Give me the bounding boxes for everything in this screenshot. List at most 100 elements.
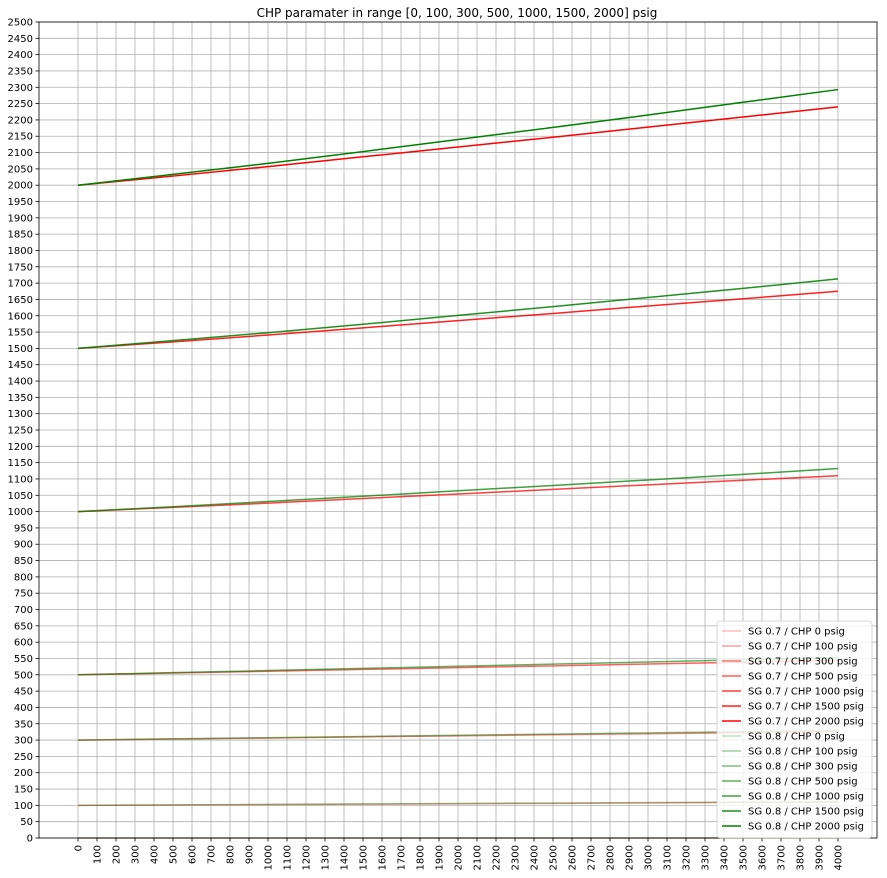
y-tick-label: 1350 [8, 393, 33, 404]
series-line-10 [77, 656, 839, 676]
x-tick-label: 1900 [435, 845, 446, 870]
y-tick-label: 50 [20, 817, 33, 828]
y-tick-label: 1000 [8, 507, 33, 518]
y-tick-label: 300 [14, 736, 33, 747]
x-tick-label: 600 [188, 845, 199, 864]
legend-label: SG 0.8 / CHP 100 psig [748, 747, 858, 758]
series-line-13 [77, 88, 839, 186]
y-tick-label: 0 [27, 834, 33, 845]
x-tick-label: 2200 [492, 845, 503, 870]
y-tick-label: 1400 [8, 377, 33, 388]
x-tick-label: 1100 [283, 845, 294, 870]
x-tick-label: 900 [245, 845, 256, 864]
series-line-12 [77, 278, 839, 350]
series-line-1 [77, 801, 839, 807]
y-tick-label: 1500 [8, 344, 33, 355]
x-tick-label: 800 [226, 845, 237, 864]
x-tick-label: 4000 [834, 845, 845, 870]
legend-box [716, 620, 873, 839]
y-tick-label: 1300 [8, 409, 33, 420]
y-tick-label: 850 [14, 556, 33, 567]
y-tick-label: 800 [14, 572, 33, 583]
x-tick-label: 2100 [473, 845, 484, 870]
legend-label: SG 0.8 / CHP 500 psig [748, 777, 858, 788]
x-tick-label: 3100 [663, 845, 674, 870]
x-tick-label: 3500 [739, 845, 750, 870]
y-tick-label: 2100 [8, 148, 33, 159]
legend-label: SG 0.7 / CHP 500 psig [748, 672, 858, 683]
legend-label: SG 0.7 / CHP 300 psig [748, 657, 858, 668]
y-tick-label: 2400 [8, 50, 33, 61]
y-tick-label: 1650 [8, 295, 33, 306]
y-tick-label: 2350 [8, 66, 33, 77]
legend-label: SG 0.7 / CHP 1000 psig [748, 687, 864, 698]
series-line-5 [77, 290, 839, 350]
y-tick-label: 1600 [8, 311, 33, 322]
legend-label: SG 0.8 / CHP 1000 psig [748, 792, 864, 803]
x-tick-label: 400 [150, 845, 161, 864]
x-tick-label: 2500 [549, 845, 560, 870]
y-tick-label: 1050 [8, 491, 33, 502]
x-tick-label: 1500 [359, 845, 370, 870]
x-tick-label: 1700 [397, 845, 408, 870]
x-tick-label: 0 [74, 845, 85, 851]
x-tick-label: 200 [112, 845, 123, 864]
x-tick-label: 700 [207, 845, 218, 864]
x-tick-label: 3600 [758, 845, 769, 870]
x-tick-label: 2400 [530, 845, 541, 870]
x-tick-label: 3800 [796, 845, 807, 870]
y-tick-label: 2200 [8, 115, 33, 126]
y-tick-label: 950 [14, 523, 33, 534]
legend-label: SG 0.8 / CHP 2000 psig [748, 822, 864, 833]
y-tick-label: 450 [14, 687, 33, 698]
y-tick-label: 600 [14, 638, 33, 649]
x-tick-label: 3200 [682, 845, 693, 870]
x-tick-label: 1400 [340, 845, 351, 870]
y-tick-label: 200 [14, 768, 33, 779]
y-tick-label: 2050 [8, 164, 33, 175]
y-tick-label: 250 [14, 752, 33, 763]
y-tick-label: 750 [14, 589, 33, 600]
y-tick-label: 150 [14, 785, 33, 796]
grid [39, 21, 877, 839]
x-tick-label: 300 [131, 845, 142, 864]
y-tick-label: 2000 [8, 181, 33, 192]
x-tick-label: 1200 [302, 845, 313, 870]
series-line-4 [77, 474, 839, 513]
x-tick-label: 2000 [454, 845, 465, 870]
y-tick-label: 1750 [8, 262, 33, 273]
y-tick-label: 1250 [8, 426, 33, 437]
y-tick-label: 400 [14, 703, 33, 714]
legend-label: SG 0.7 / CHP 100 psig [748, 642, 858, 653]
y-tick-label: 2150 [8, 132, 33, 143]
x-tick-label: 1300 [321, 845, 332, 870]
y-tick-label: 1800 [8, 246, 33, 257]
x-tick-label: 1600 [378, 845, 389, 870]
x-tick-label: 3900 [815, 845, 826, 870]
y-axis-ticks: 0 50 100 150 200 250 300 350 400 450 500 550 600 650 7… [8, 18, 39, 845]
legend-label: SG 0.8 / CHP 300 psig [748, 762, 858, 773]
x-tick-label: 3400 [720, 845, 731, 870]
x-tick-label: 500 [169, 845, 180, 864]
y-tick-label: 1450 [8, 360, 33, 371]
x-tick-label: 100 [93, 845, 104, 864]
x-tick-label: 2800 [606, 845, 617, 870]
y-tick-label: 1550 [8, 328, 33, 339]
legend-label: SG 0.8 / CHP 1500 psig [748, 807, 864, 818]
y-tick-label: 1900 [8, 213, 33, 224]
legend-label: SG 0.7 / CHP 0 psig [748, 627, 845, 638]
y-tick-label: 1700 [8, 279, 33, 290]
y-tick-label: 1100 [8, 474, 33, 485]
y-tick-label: 2500 [8, 18, 33, 29]
y-tick-label: 2300 [8, 83, 33, 94]
x-tick-label: 3300 [701, 845, 712, 870]
x-tick-label: 2700 [587, 845, 598, 870]
chart-title: CHP paramater in range [0, 100, 300, 500… [257, 6, 658, 20]
legend-label: SG 0.8 / CHP 0 psig [748, 732, 845, 743]
x-tick-label: 1000 [264, 845, 275, 870]
series-line-8 [77, 801, 839, 807]
x-tick-label: 2300 [511, 845, 522, 870]
series-line-6 [77, 106, 839, 186]
y-tick-label: 2450 [8, 34, 33, 45]
series-line-9 [77, 729, 839, 741]
